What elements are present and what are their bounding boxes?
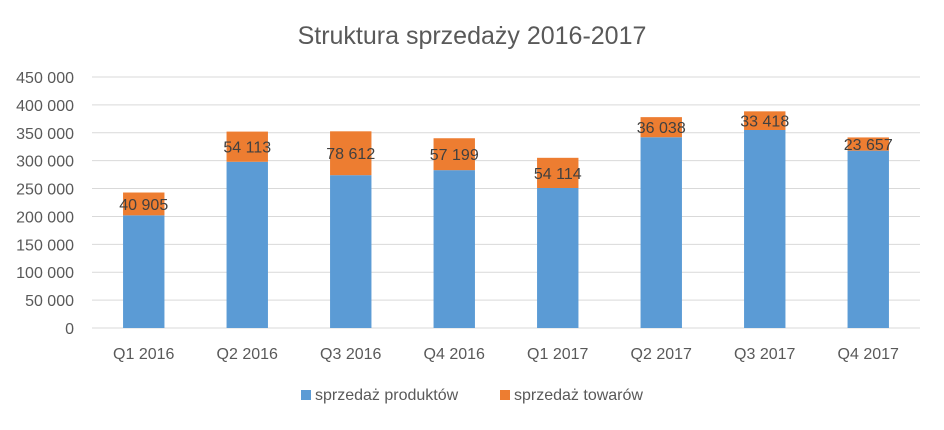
y-tick-label: 150 000 <box>16 237 74 254</box>
x-tick-label: Q3 2016 <box>320 346 381 363</box>
data-label: 33 418 <box>740 114 789 131</box>
legend: sprzedaż produktów sprzedaż towarów <box>301 387 643 404</box>
gridlines <box>92 76 920 329</box>
bar-segment-produkty <box>537 187 579 328</box>
legend-swatch <box>301 390 311 400</box>
data-label: 23 657 <box>844 137 893 154</box>
bar-segment-produkty <box>640 137 682 328</box>
y-tick-label: 100 000 <box>16 265 74 282</box>
bar-segment-towary <box>123 192 165 216</box>
y-tick-label: 450 000 <box>16 70 74 87</box>
x-tick-label: Q2 2017 <box>631 346 692 363</box>
bar-segment-produkty <box>847 150 889 328</box>
bar-segment-towary <box>640 117 682 138</box>
y-axis-tick-labels: 0 50 000 100 000 150 000 200 000 250 000 300 0… <box>16 70 74 338</box>
data-label: 78 612 <box>326 146 375 163</box>
x-tick-label: Q4 2016 <box>424 346 485 363</box>
data-label: 57 199 <box>430 147 479 164</box>
data-labels: 40 905 54 113 78 612 57 199 54 114 36 038 33 4… <box>119 114 893 214</box>
bar-segment-towary <box>744 111 786 130</box>
x-tick-label: Q1 2017 <box>527 346 588 363</box>
x-tick-label: Q2 2016 <box>217 346 278 363</box>
bar-segment-towary <box>226 131 268 162</box>
bars <box>123 111 889 328</box>
data-label: 36 038 <box>637 120 686 137</box>
bar-segment-produkty <box>330 175 372 328</box>
data-label: 40 905 <box>119 197 168 214</box>
y-tick-label: 300 000 <box>16 154 74 171</box>
bar-segment-produkty <box>226 161 268 328</box>
x-tick-label: Q1 2016 <box>113 346 174 363</box>
y-tick-label: 50 000 <box>25 293 74 310</box>
y-tick-label: 200 000 <box>16 209 74 226</box>
y-tick-label: 250 000 <box>16 182 74 199</box>
legend-label: sprzedaż produktów <box>315 387 459 404</box>
y-tick-label: 400 000 <box>16 98 74 115</box>
x-tick-label: Q4 2017 <box>838 346 899 363</box>
bar-segment-towary <box>847 137 889 151</box>
data-label: 54 113 <box>223 140 271 157</box>
legend-swatch <box>500 390 510 400</box>
bar-segment-towary <box>537 157 579 188</box>
bar-segment-towary <box>433 138 475 171</box>
bar-segment-produkty <box>123 215 165 328</box>
bar-segment-produkty <box>744 129 786 328</box>
data-label: 54 114 <box>534 166 582 183</box>
y-tick-label: 0 <box>65 321 74 338</box>
y-tick-label: 350 000 <box>16 126 74 143</box>
x-tick-label: Q3 2017 <box>734 346 795 363</box>
chart-title: Struktura sprzedaży 2016-2017 <box>298 22 647 50</box>
bar-segment-produkty <box>433 170 475 328</box>
bar-segment-towary <box>330 131 372 176</box>
legend-label: sprzedaż towarów <box>514 387 643 404</box>
x-axis-tick-labels: Q1 2016 Q2 2016 Q3 2016 Q4 2016 Q1 2017 Q2 20… <box>113 346 899 363</box>
